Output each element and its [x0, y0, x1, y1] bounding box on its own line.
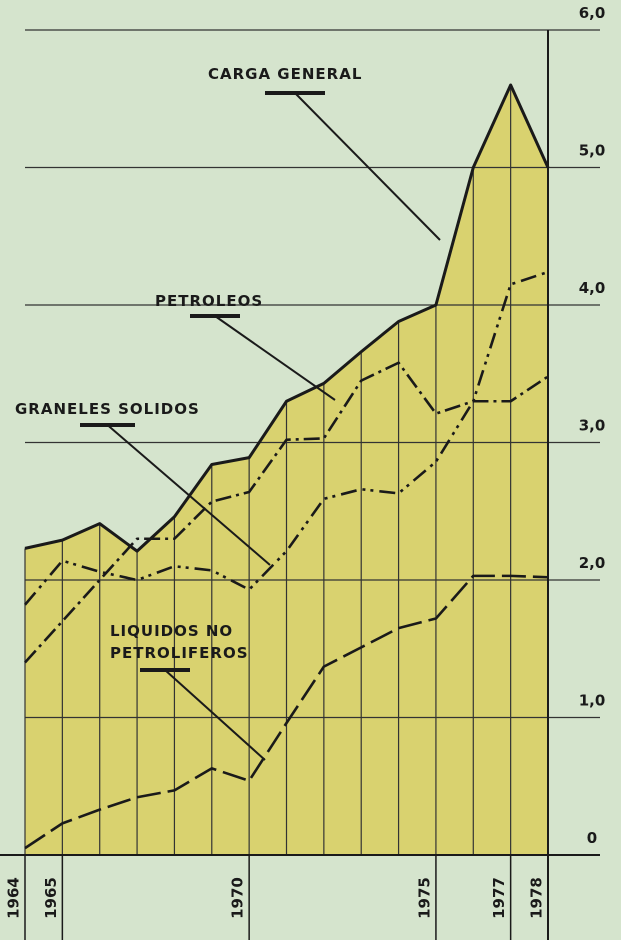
y-tick-label: 0	[587, 829, 597, 847]
series-label: PETROLEOS	[155, 292, 264, 310]
y-tick-label: 6,0	[579, 4, 606, 22]
y-tick-label: 2,0	[579, 554, 606, 572]
x-tick-label: 1975	[415, 877, 433, 919]
x-tick-label: 1977	[490, 877, 508, 919]
series-line	[24, 270, 549, 606]
x-tick-label: 1964	[5, 877, 23, 919]
y-tick-label: 5,0	[579, 142, 606, 160]
series-label: LIQUIDOS NO PETROLIFEROS	[110, 622, 249, 662]
series-line	[24, 361, 549, 664]
y-tick-label: 3,0	[579, 417, 606, 435]
series-line	[24, 83, 550, 553]
y-tick-label: 4,0	[579, 279, 606, 297]
series-label: CARGA GENERAL	[208, 65, 363, 83]
y-tick-label: 1,0	[579, 692, 606, 710]
x-tick-label: 1965	[42, 877, 60, 919]
series-label: GRANELES SOLIDOS	[15, 400, 200, 418]
leader-line	[164, 669, 266, 761]
series-line	[24, 574, 549, 850]
leader-line	[294, 92, 441, 241]
leader-line	[106, 424, 271, 566]
x-tick-label: 1970	[229, 877, 247, 919]
x-tick-label: 1978	[528, 877, 546, 919]
leader-line	[214, 315, 336, 401]
